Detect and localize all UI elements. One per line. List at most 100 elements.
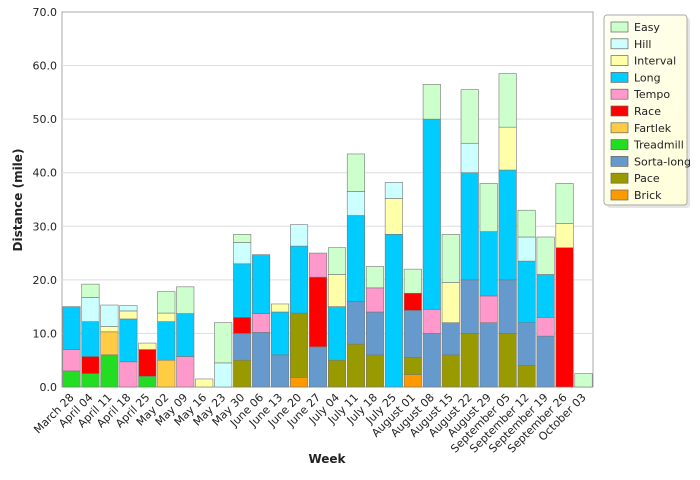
bar-segment-hill xyxy=(214,362,233,388)
y-tick-label: 60.0 xyxy=(33,60,58,73)
bar-segment-easy xyxy=(176,286,195,314)
y-tick-label: 10.0 xyxy=(33,327,58,340)
bar-segment-hill xyxy=(81,297,100,322)
bar-segment-sorta-long xyxy=(233,333,252,361)
bar-segment-easy xyxy=(365,266,384,289)
bar-segment-long xyxy=(62,306,81,350)
legend-swatch xyxy=(610,88,629,100)
bar-segment-interval xyxy=(498,126,517,171)
bar-segment-brick xyxy=(403,374,422,388)
bar-segment-sorta-long xyxy=(479,322,498,388)
bar-segment-treadmill xyxy=(62,370,81,388)
bar-segment-sorta-long xyxy=(365,311,384,356)
bar-segment-interval xyxy=(555,223,574,249)
bar-segment-easy xyxy=(157,291,176,314)
bar-segment-easy xyxy=(574,373,593,388)
bar-segment-tempo xyxy=(176,356,195,388)
bar-segment-interval xyxy=(138,342,157,350)
legend-swatch xyxy=(610,139,629,150)
bar-segment-treadmill xyxy=(100,354,119,388)
bar-segment-pace xyxy=(233,359,252,388)
bar-segment-easy xyxy=(214,322,233,364)
bar-segment-easy xyxy=(422,84,441,120)
legend-swatch xyxy=(610,105,629,117)
bar-segment-tempo xyxy=(252,313,271,333)
bar-segment-pace xyxy=(346,343,365,388)
bar-segment-easy xyxy=(460,89,479,144)
bar-segment-tempo xyxy=(62,349,81,372)
bar-segment-easy xyxy=(403,268,422,294)
bar-segment-interval xyxy=(327,274,347,307)
x-axis-title: Week xyxy=(308,452,346,466)
bar-segment-fartlek xyxy=(157,359,176,388)
bar-segment-sorta-long xyxy=(536,335,555,388)
bar-segment-pace xyxy=(290,312,309,378)
bar-segment-long xyxy=(346,215,365,302)
bar-segment-interval xyxy=(195,378,214,388)
bar-segment-interval xyxy=(384,198,403,235)
y-tick-label: 50.0 xyxy=(33,113,58,126)
bar-segment-pace xyxy=(403,357,422,375)
bar-segment-treadmill xyxy=(81,373,100,388)
bar-segment-long xyxy=(119,318,138,363)
bar-segment-sorta-long xyxy=(498,279,517,334)
legend: Easy Hill Interval Long Tempo Race Fartlek Trea… xyxy=(603,14,691,208)
legend-swatch xyxy=(610,72,629,83)
bar-segment-tempo xyxy=(119,361,138,388)
bar-segment-interval xyxy=(441,282,460,324)
bar-segment-sorta-long xyxy=(422,333,441,388)
bar-segment-sorta-long xyxy=(403,310,422,358)
bar-segment-treadmill xyxy=(138,375,157,388)
legend-swatch xyxy=(610,172,629,184)
bar-segment-long xyxy=(536,274,555,318)
bar-segment-long xyxy=(290,245,309,314)
legend-label: Easy xyxy=(634,21,660,34)
bar-segment-race xyxy=(81,356,100,374)
bar-segment-sorta-long xyxy=(271,354,290,388)
bar-segment-brick xyxy=(290,377,309,388)
y-tick-label: 70.0 xyxy=(33,6,58,19)
bar-segment-hill xyxy=(100,304,119,327)
y-tick-label: 20.0 xyxy=(33,274,58,287)
bar-segment-sorta-long xyxy=(308,346,328,388)
bar-segment-tempo xyxy=(479,295,498,324)
bar-segment-race xyxy=(403,292,422,311)
bar-segment-long xyxy=(384,234,403,388)
bar-segment-sorta-long xyxy=(517,322,536,366)
bar-segment-interval xyxy=(119,310,138,320)
bar-segment-long xyxy=(517,260,536,324)
legend-label: Pace xyxy=(634,172,660,185)
bar-segment-hill xyxy=(290,224,309,247)
bar-segment-race xyxy=(138,349,157,377)
bar-segment-long xyxy=(157,321,176,361)
bar-segment-long xyxy=(498,169,517,281)
bar-segment-easy xyxy=(81,283,100,298)
bar-segment-hill xyxy=(119,305,138,312)
bar-segment-sorta-long xyxy=(346,300,365,345)
legend-label: Tempo xyxy=(633,88,670,101)
bar-segment-tempo xyxy=(536,317,555,337)
bar-segment-long xyxy=(479,231,498,297)
legend-label: Long xyxy=(634,71,661,84)
bar-segment-hill xyxy=(233,242,252,265)
bar-segment-hill xyxy=(346,191,365,216)
bar-segment-sorta-long xyxy=(460,279,479,334)
bar-segment-long xyxy=(460,172,479,281)
bar-segment-pace xyxy=(327,359,347,388)
bar-segment-easy xyxy=(441,234,460,283)
legend-label: Treadmill xyxy=(633,139,684,152)
bar-segment-fartlek xyxy=(100,331,119,356)
bar-segment-long xyxy=(176,313,195,357)
legend-label: Interval xyxy=(634,55,676,68)
bar-segment-sorta-long xyxy=(441,322,460,356)
bar-segment-long xyxy=(233,263,252,318)
legend-swatch xyxy=(610,156,629,167)
bar-segment-tempo xyxy=(422,309,441,334)
bar-segment-hill xyxy=(517,236,536,262)
legend-swatch xyxy=(610,21,629,33)
bar-segment-pace xyxy=(441,354,460,388)
bar-segment-pace xyxy=(460,333,479,388)
bar-segment-long xyxy=(327,306,347,361)
